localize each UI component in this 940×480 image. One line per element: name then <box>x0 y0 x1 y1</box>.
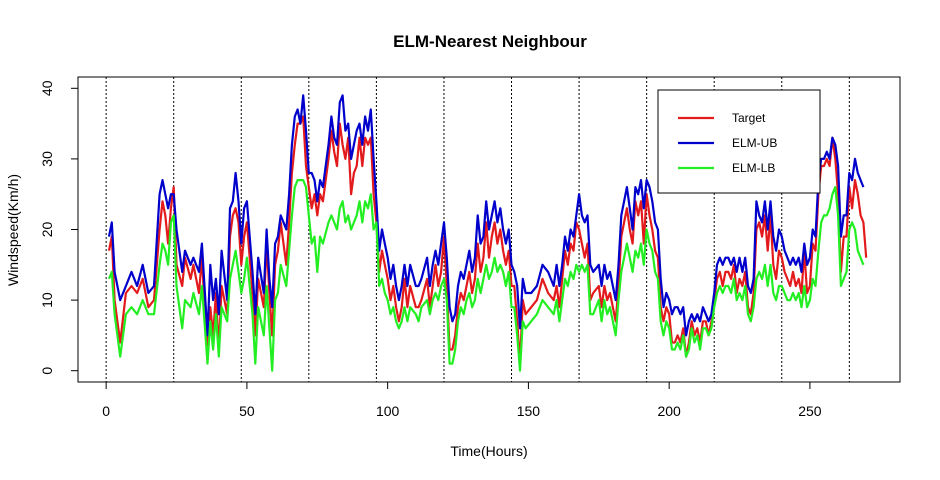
y-tick-label-0: 0 <box>39 367 55 375</box>
y-tick-label-10: 10 <box>39 292 55 308</box>
legend: Target ELM-UB ELM-LB <box>657 89 821 194</box>
x-tick-label-0: 0 <box>102 403 110 419</box>
x-tick-label-250: 250 <box>798 403 822 419</box>
y-tick-label-20: 20 <box>39 222 55 238</box>
x-tick-label-200: 200 <box>657 403 681 419</box>
y-tick-label-40: 40 <box>39 80 55 96</box>
legend-label-elm-ub: ELM-UB <box>732 136 777 150</box>
x-axis: 0 50 100 150 200 250 <box>102 381 822 419</box>
x-tick-label-150: 150 <box>517 403 541 419</box>
x-axis-title: Time(Hours) <box>450 443 527 459</box>
series-line-elm-lb <box>107 179 865 372</box>
x-tick-label-100: 100 <box>376 403 400 419</box>
y-axis: 0 10 20 30 40 <box>39 80 79 375</box>
data-series <box>107 94 868 372</box>
legend-box <box>657 89 821 194</box>
chart-title: ELM-Nearest Neighbour <box>393 32 587 51</box>
y-axis-title: Windspeed(Km/h) <box>5 174 21 286</box>
legend-label-elm-lb: ELM-LB <box>732 161 775 175</box>
y-tick-label-30: 30 <box>39 151 55 167</box>
series-line-elm-ub <box>107 94 865 337</box>
legend-label-target: Target <box>732 111 766 125</box>
x-tick-label-50: 50 <box>239 403 255 419</box>
